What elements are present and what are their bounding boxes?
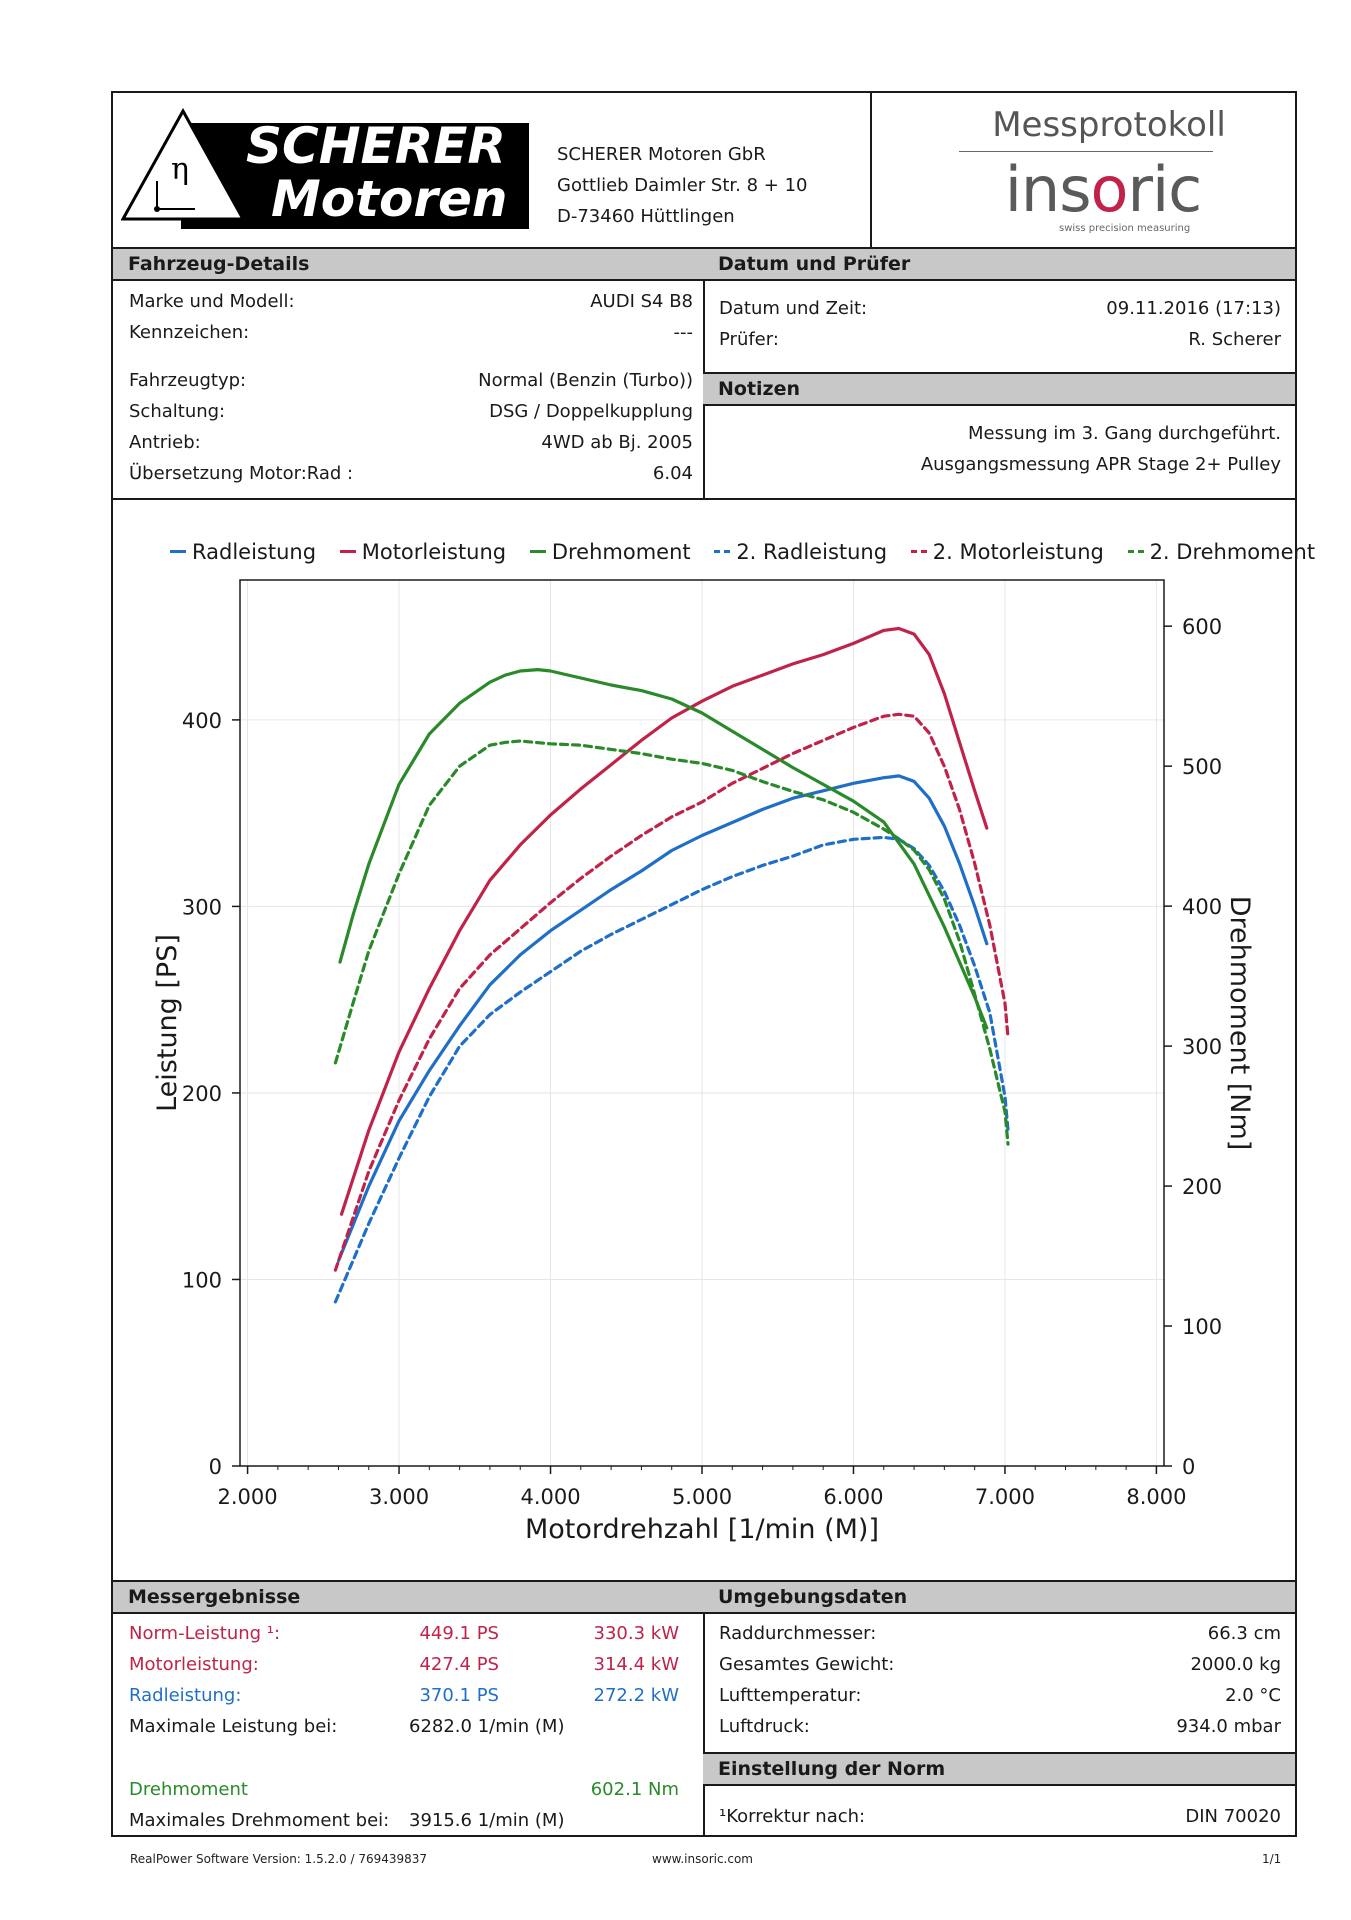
chart-top-border (113, 498, 1295, 500)
company-name: SCHERER Motoren GbR (557, 144, 766, 165)
scherer-logo: η SCHERER Motoren (121, 107, 529, 229)
document-title: Messprotokoll (992, 105, 1226, 145)
logo-triangle (121, 107, 246, 221)
company-street: Gottlieb Daimler Str. 8 + 10 (557, 175, 808, 196)
legend-item-drehmoment: Drehmoment (529, 540, 691, 564)
legend-item-2-radleistung: 2. Radleistung (714, 540, 887, 564)
legend-item-2-motorleistung: 2. Motorleistung (910, 540, 1104, 564)
environment-heading: Umgebungsdaten (703, 1580, 1295, 1614)
company-address: SCHERER Motoren GbR Gottlieb Daimler Str… (557, 139, 807, 232)
insoric-tagline: swiss precision measuring (1059, 223, 1191, 234)
legend-item-radleistung: Radleistung (170, 540, 316, 564)
chart-legend: Radleistung Motorleistung Drehmoment 2. … (170, 540, 1332, 564)
results-heading: Messergebnisse (113, 1580, 704, 1614)
date-inspector-heading: Datum und Prüfer (703, 247, 1295, 281)
logo-text-motoren: Motoren (271, 170, 508, 228)
legend-item-motorleistung: Motorleistung (339, 540, 506, 564)
footer-page: 1/1 (1262, 1852, 1282, 1866)
header-divider (870, 93, 872, 248)
logo-eta-symbol: η (171, 152, 189, 187)
results-divider (703, 1581, 705, 1837)
footer-website: www.insoric.com (652, 1852, 753, 1866)
legend-item-2-drehmoment: 2. Drehmoment (1127, 540, 1315, 564)
logo-text-scherer: SCHERER (246, 117, 506, 175)
insoric-logo: insoric (1004, 153, 1203, 226)
company-city: D-73460 Hüttlingen (557, 206, 735, 227)
norm-setting-heading: Einstellung der Norm (703, 1752, 1295, 1786)
report-frame: η SCHERER Motoren SCHERER Motoren GbR Go… (111, 91, 1297, 1837)
title-underline (959, 151, 1213, 152)
notes-heading: Notizen (703, 372, 1295, 406)
footer-software: RealPower Software Version: 1.5.2.0 / 76… (130, 1852, 428, 1866)
vehicle-details-heading: Fahrzeug-Details (113, 247, 704, 281)
